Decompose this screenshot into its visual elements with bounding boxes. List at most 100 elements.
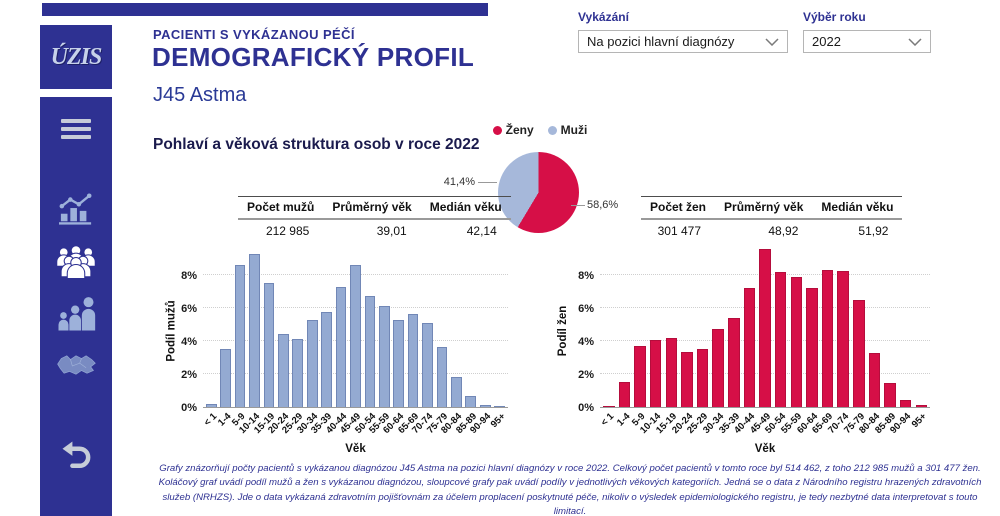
- women-median: 51,92: [858, 224, 889, 238]
- y-tick-label: 4%: [578, 336, 594, 348]
- bar-5-9: [234, 265, 246, 407]
- bar-slot: [363, 243, 377, 407]
- reporting-control: Vykázání Na pozici hlavní diagnózy: [578, 10, 788, 53]
- bar-65-69: [821, 270, 834, 407]
- top-accent-bar: [42, 3, 488, 16]
- population-crowd-icon[interactable]: [54, 241, 98, 281]
- bar-25-29: [696, 349, 709, 407]
- y-tick-label: 6%: [578, 303, 594, 315]
- bar-95+: [915, 405, 928, 407]
- bar-45-49: [759, 248, 771, 407]
- bar-40-44: [743, 288, 756, 407]
- x-tick: < 1: [201, 411, 219, 429]
- bar-slot: [679, 243, 695, 407]
- bar-slot: [601, 243, 617, 407]
- bar-slot: [319, 243, 333, 407]
- bar-60-64: [393, 320, 405, 407]
- bar-slot: [820, 243, 836, 407]
- family-age-groups-icon[interactable]: [54, 293, 98, 333]
- legend-label-zeny: Ženy: [505, 123, 534, 137]
- y-tick-label: 8%: [578, 270, 594, 282]
- x-axis-title-men: Věk: [345, 443, 366, 455]
- bar-slot: [420, 243, 434, 407]
- bar-slot: [710, 243, 726, 407]
- x-axis-ticks-women: < 1 1-4 5-9 10-14 15-19 20-24 25-29 30-34 35-39 4…: [599, 408, 930, 442]
- diagnosis-subtitle: J45 Astma: [153, 84, 247, 106]
- bar-75-79: [436, 346, 448, 407]
- x-tick: 1-4: [215, 411, 234, 429]
- pie-callout-line: [571, 205, 585, 206]
- bar-75-79: [853, 299, 865, 407]
- reporting-label: Vykázání: [578, 10, 629, 24]
- bar-slot: [742, 243, 758, 407]
- czech-republic-map-icon[interactable]: [54, 345, 98, 385]
- bar-45-49: [350, 265, 361, 407]
- plot-area-men: 0% 2% 4% 6% 8%: [181, 243, 508, 414]
- bar-80-84: [868, 352, 881, 407]
- x-tick: < 1: [599, 411, 617, 429]
- x-tick: 90-94: [888, 411, 914, 436]
- bar-10-14: [249, 253, 260, 407]
- men-col-median: Medián věku: [420, 196, 511, 220]
- czech-map-glyph: [57, 355, 96, 375]
- year-label: Výběr roku: [803, 10, 866, 24]
- bar-35-39: [321, 312, 332, 407]
- legend-dot-zeny: [492, 125, 502, 135]
- footnote: Grafy znázorňují počty pacientů s vykáza…: [158, 463, 982, 516]
- y-tick-label: 0%: [181, 402, 197, 414]
- x-tick: 95+: [909, 411, 930, 431]
- bar-60-64: [806, 288, 818, 407]
- bar-slot: [773, 243, 789, 407]
- uzis-logo[interactable]: ÚZIS: [40, 25, 112, 89]
- stats-trend-chart-icon[interactable]: [54, 189, 98, 229]
- bar-15-19: [263, 283, 275, 407]
- bar-slot: [882, 243, 898, 407]
- pie-label-zeny: 58,6%: [587, 199, 619, 211]
- x-tick: 95+: [488, 411, 508, 431]
- bar-55-59: [790, 276, 803, 407]
- bar-slot: [391, 243, 405, 407]
- women-col-median: Medián věku: [812, 196, 903, 220]
- bar-slot: [632, 243, 648, 407]
- bar-slot: [305, 243, 319, 407]
- bar-1-4: [618, 382, 631, 407]
- hamburger-menu-icon[interactable]: [61, 119, 91, 139]
- bar-slot: [726, 243, 742, 407]
- pie-callout-line: [478, 182, 497, 183]
- bar-50-54: [364, 296, 376, 407]
- bar-1-4: [220, 349, 231, 407]
- chevron-down-icon: [765, 37, 779, 46]
- bar-85-89: [884, 383, 896, 407]
- bar-slot: [204, 243, 218, 407]
- x-tick: 90-94: [468, 411, 494, 436]
- bars: [203, 243, 508, 407]
- legend-item-zeny[interactable]: Ženy: [492, 123, 534, 137]
- page-title: DEMOGRAFICKÝ PROFIL: [152, 42, 475, 72]
- y-tick-label: 6%: [181, 303, 197, 315]
- legend-item-muzi[interactable]: Muži: [547, 123, 587, 137]
- bar-70-74: [422, 322, 433, 407]
- bar-slot: [757, 243, 773, 407]
- legend-dot-muzi: [547, 125, 557, 135]
- bar-slot: [233, 243, 247, 407]
- x-axis-title-women: Věk: [754, 443, 776, 455]
- reporting-select[interactable]: Na pozici hlavní diagnózy: [578, 30, 788, 53]
- bar-slot: [218, 243, 232, 407]
- bar-85-89: [465, 396, 477, 407]
- bar-20-24: [681, 351, 693, 407]
- bar-55-59: [378, 306, 390, 407]
- x-axis-ticks-men: < 1 1-4 5-9 10-14 15-19 20-24 25-29 30-34 35-39 4…: [201, 408, 508, 442]
- gender-pie-chart[interactable]: [498, 152, 579, 233]
- bar-5-9: [634, 345, 646, 407]
- men-mean: 39,01: [376, 224, 407, 238]
- bar-slot: [291, 243, 305, 407]
- bar-slot: [334, 243, 348, 407]
- bar-25-29: [292, 338, 304, 407]
- undo-back-arrow-icon[interactable]: [58, 437, 94, 478]
- bar-35-39: [728, 317, 740, 407]
- pie-legend: Ženy Muži: [460, 123, 620, 137]
- x-tick: 1-4: [614, 411, 633, 429]
- page-eyebrow: PACIENTI S VYKÁZANOU PÉČÍ: [153, 27, 355, 42]
- year-select[interactable]: 2022: [803, 30, 931, 53]
- bar-slot: [835, 243, 851, 407]
